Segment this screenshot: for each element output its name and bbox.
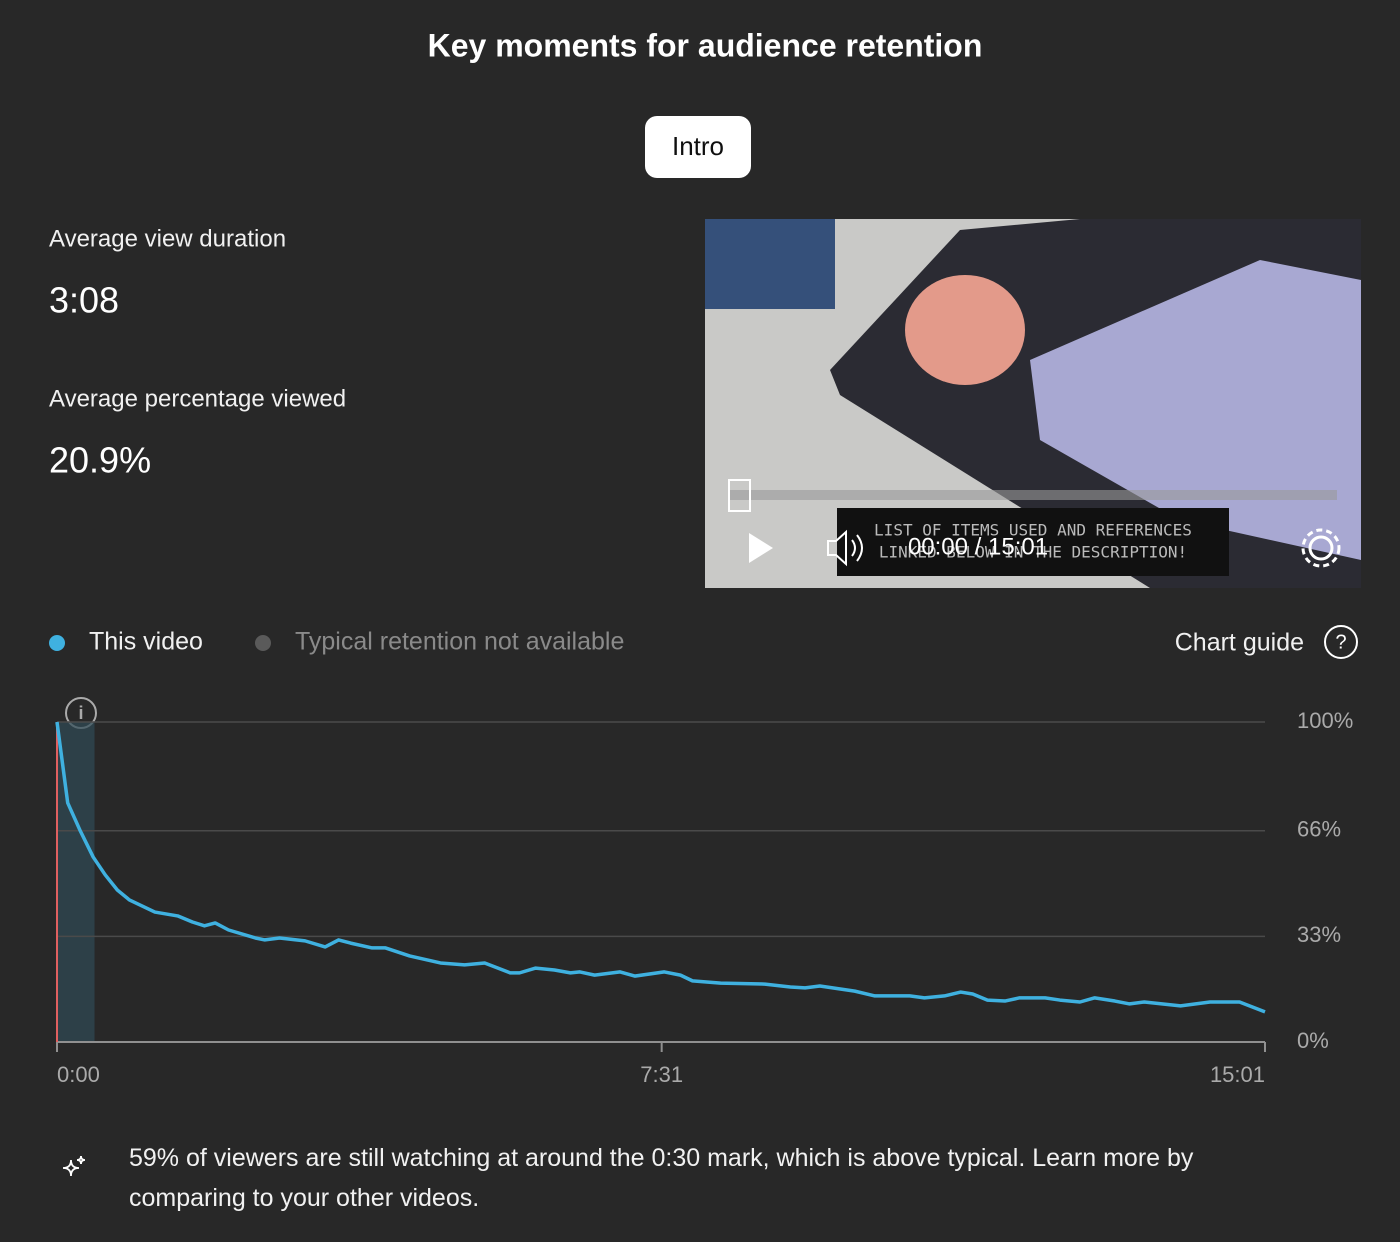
caption: LIST OF ITEMS USED AND REFERENCES	[874, 521, 1192, 540]
y-tick-label: 100%	[1297, 708, 1353, 733]
y-tick-label: 0%	[1297, 1028, 1329, 1053]
video-player[interactable]: LIST OF ITEMS USED AND REFERENCES LINKED…	[705, 219, 1361, 588]
stat-label: Average view duration	[49, 225, 286, 252]
video-object	[705, 219, 835, 309]
progress-handle[interactable]	[728, 479, 751, 512]
y-tick-label: 66%	[1297, 817, 1341, 842]
legend-label: Typical retention not available	[295, 628, 624, 656]
video-object	[1030, 260, 1361, 560]
insight: 59% of viewers are still watching at aro…	[129, 1144, 1194, 1212]
video-time: 00:00 / 15:01	[908, 533, 1048, 560]
stat-value: 3:08	[49, 280, 119, 321]
play-button[interactable]	[749, 533, 773, 563]
legend-dot	[255, 635, 271, 651]
settings-button[interactable]	[1308, 535, 1334, 561]
volume-button[interactable]	[827, 529, 863, 567]
stat-label: Average percentage viewed	[49, 385, 346, 412]
caption: LINKED BELOW IN THE DESCRIPTION!	[879, 543, 1187, 562]
settings-button[interactable]	[1301, 528, 1341, 568]
chart-guide[interactable]: Chart guide	[1175, 629, 1304, 657]
x-tick-label: 15:01	[1210, 1062, 1265, 1087]
progress-track[interactable]	[729, 490, 1337, 500]
legend-dot	[49, 635, 65, 651]
chip-label[interactable]: Intro	[672, 131, 724, 161]
info-icon[interactable]: i	[78, 703, 83, 723]
caption-box	[837, 508, 1229, 576]
chip[interactable]	[645, 116, 751, 178]
stat-value: 20.9%	[49, 440, 151, 481]
y-tick-label: 33%	[1297, 922, 1341, 947]
x-tick-label: 7:31	[640, 1062, 683, 1087]
retention-line	[55, 721, 1266, 1014]
x-tick-label: 0:00	[57, 1062, 100, 1087]
sparkle-icon	[62, 1155, 86, 1177]
video-object	[905, 275, 1025, 385]
legend-label[interactable]: This video	[89, 628, 203, 656]
help-icon[interactable]: ?	[1335, 631, 1346, 653]
title: Key moments for audience retention	[428, 27, 983, 63]
help-icon[interactable]	[1324, 625, 1358, 659]
